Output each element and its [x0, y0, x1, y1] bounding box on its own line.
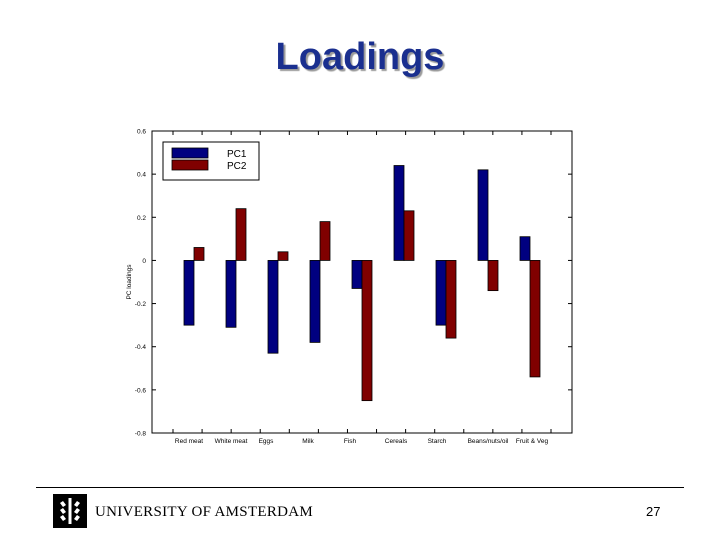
- bar-pc2-fish: [361, 260, 373, 402]
- x-tick-label: Milk: [302, 438, 314, 445]
- university-name: UNIVERSITY OF AMSTERDAM: [95, 504, 314, 520]
- bar-pc2-white-meat: [235, 208, 247, 261]
- legend-label-pc1: PC1: [227, 149, 247, 160]
- y-tick-label: 0: [142, 258, 146, 265]
- x-tick-label: Fruit & Veg: [516, 438, 549, 445]
- y-tick-label: 0.6: [137, 129, 146, 136]
- footer-divider: [36, 487, 684, 488]
- bar-pc1-beans-nuts-oil: [477, 169, 489, 261]
- y-tick-label: 0.2: [137, 215, 146, 222]
- bar-pc2-starch: [445, 260, 457, 339]
- y-tick-label: 0.4: [137, 172, 146, 179]
- university-logo: [53, 494, 87, 528]
- bar-pc1-starch: [435, 260, 447, 326]
- bar-pc2-eggs: [277, 251, 289, 261]
- y-tick-label: -0.4: [135, 344, 147, 351]
- bar-pc1-fruit-veg: [519, 236, 531, 261]
- bar-pc2-beans-nuts-oil: [487, 260, 499, 292]
- y-tick-label: -0.2: [135, 301, 147, 308]
- slide-title: Loadings: [275, 36, 445, 78]
- x-tick-label: Cereals: [385, 438, 408, 445]
- x-tick-label: White meat: [215, 438, 248, 445]
- x-tick-label: Red meat: [175, 438, 203, 445]
- legend-label-pc2: PC2: [227, 161, 247, 172]
- y-tick-label: -0.6: [135, 387, 147, 394]
- x-tick-label: Starch: [428, 438, 447, 445]
- page-number: 27: [646, 504, 661, 519]
- bar-pc1-fish: [351, 260, 363, 289]
- bar-pc2-fruit-veg: [529, 260, 541, 378]
- legend-swatch-pc2: [171, 159, 209, 171]
- bar-pc1-milk: [309, 260, 321, 343]
- x-tick-label: Fish: [344, 438, 357, 445]
- bar-pc1-white-meat: [225, 260, 237, 328]
- bar-pc1-red-meat: [183, 260, 195, 326]
- bar-pc1-cereals: [393, 165, 405, 261]
- x-tick-label: Beans/nuts/oil: [468, 438, 509, 445]
- bar-pc1-eggs: [267, 260, 279, 354]
- legend-swatch-pc1: [171, 147, 209, 159]
- y-axis-label: PC loadings: [126, 264, 133, 300]
- bar-pc2-milk: [319, 221, 331, 261]
- x-tick-label: Eggs: [259, 438, 275, 445]
- bar-pc2-cereals: [403, 210, 415, 261]
- bar-pc2-red-meat: [193, 247, 205, 261]
- y-tick-label: -0.8: [135, 431, 147, 438]
